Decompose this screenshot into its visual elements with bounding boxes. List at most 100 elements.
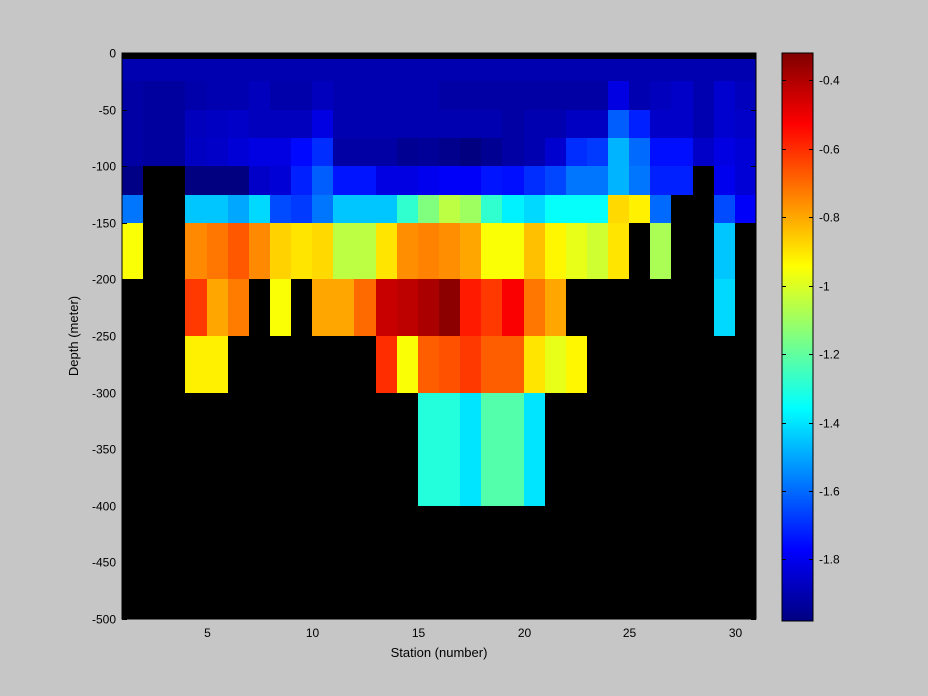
x-tick-label: 15 — [412, 626, 426, 640]
heatmap-cell — [143, 110, 164, 138]
heatmap-cell — [587, 59, 608, 81]
heatmap-cell — [354, 279, 376, 336]
heatmap-cell — [270, 195, 291, 223]
heatmap-cell — [671, 138, 693, 166]
heatmap-cell — [270, 279, 291, 336]
heatmap-cell — [566, 223, 587, 279]
heatmap-cell — [714, 138, 735, 166]
heatmap-cell — [185, 110, 207, 138]
heatmap-cell — [397, 336, 418, 393]
heatmap-cell — [545, 110, 566, 138]
heatmap-cell — [566, 81, 587, 110]
heatmap-cell — [312, 223, 333, 279]
heatmap-cell — [397, 223, 418, 279]
heatmap-cell — [397, 138, 418, 166]
heatmap-cell — [650, 59, 671, 81]
heatmap-cell — [122, 223, 143, 279]
heatmap-cell — [587, 195, 608, 223]
heatmap-cell — [418, 138, 439, 166]
heatmap-cell — [481, 336, 502, 393]
heatmap-cell — [122, 110, 143, 138]
heatmap-cell — [545, 223, 566, 279]
heatmap-cell — [376, 223, 397, 279]
heatmap-cell — [207, 336, 228, 393]
colorbar-tick-label: -0.6 — [819, 143, 840, 157]
heatmap-cell — [587, 166, 608, 195]
heatmap-cell — [714, 195, 735, 223]
heatmap-cell — [291, 138, 312, 166]
heatmap-cell — [629, 81, 650, 110]
heatmap-cell — [354, 81, 376, 110]
heatmap-cell — [143, 59, 164, 81]
heatmap-cell — [312, 110, 333, 138]
heatmap-cell — [714, 110, 735, 138]
x-axis-label: Station (number) — [391, 645, 488, 660]
heatmap-cell — [460, 81, 481, 110]
colorbar-tick-label: -0.8 — [819, 211, 840, 225]
heatmap-cell — [460, 110, 481, 138]
heatmap-cell — [714, 81, 735, 110]
heatmap-cell — [270, 223, 291, 279]
x-tick-label: 25 — [623, 626, 637, 640]
colorbar-tick-label: -1.6 — [819, 485, 840, 499]
heatmap-cell — [714, 59, 735, 81]
heatmap-cell — [228, 138, 249, 166]
y-tick-label: -450 — [92, 556, 116, 570]
heatmap-cell — [122, 138, 143, 166]
heatmap-cell — [270, 59, 291, 81]
heatmap-cell — [270, 110, 291, 138]
heatmap-cell — [439, 336, 460, 393]
heatmap-cell — [122, 59, 143, 81]
heatmap-cell — [608, 59, 629, 81]
heatmap-cell — [397, 166, 418, 195]
heatmap-cell — [207, 81, 228, 110]
heatmap-cell — [354, 59, 376, 81]
heatmap-cell — [207, 59, 228, 81]
heatmap-cell — [545, 166, 566, 195]
colorbar-axis: -0.4 -0.6 -0.8 -1 -1.2 -1.4 -1.6 -1.8 — [782, 74, 840, 567]
heatmap-cell — [439, 393, 460, 506]
heatmap-cell — [439, 81, 460, 110]
heatmap-cell — [354, 110, 376, 138]
heatmap-cell — [524, 166, 545, 195]
heatmap-cell — [629, 59, 650, 81]
heatmap-cell — [608, 81, 629, 110]
heatmap-cell — [333, 166, 354, 195]
y-tick-label: 0 — [109, 47, 116, 61]
heatmap-cell — [185, 336, 207, 393]
heatmap-cell — [333, 223, 354, 279]
heatmap-cell — [143, 81, 164, 110]
heatmap-cell — [735, 138, 756, 166]
heatmap-cell — [418, 195, 439, 223]
heatmap-cell — [460, 393, 481, 506]
heatmap-cell — [376, 336, 397, 393]
heatmap-cell — [460, 166, 481, 195]
heatmap-cell — [312, 195, 333, 223]
heatmap-cell — [693, 110, 714, 138]
heatmap-cell — [502, 336, 524, 393]
heatmap-cell — [439, 59, 460, 81]
heatmap-cell — [207, 195, 228, 223]
heatmap-cell — [587, 81, 608, 110]
heatmap-cell — [376, 59, 397, 81]
heatmap-cell — [629, 110, 650, 138]
heatmap-cell — [587, 223, 608, 279]
heatmap-cell — [460, 195, 481, 223]
heatmap-cell — [418, 110, 439, 138]
heatmap-cell — [524, 59, 545, 81]
colorbar-tick-label: -1 — [819, 280, 830, 294]
heatmap-cell — [291, 81, 312, 110]
heatmap-cell — [650, 223, 671, 279]
heatmap-cell — [439, 223, 460, 279]
heatmap-cell — [207, 223, 228, 279]
heatmap-cell — [354, 166, 376, 195]
heatmap-cell — [735, 110, 756, 138]
heatmap-cell — [502, 223, 524, 279]
heatmap-cell — [418, 166, 439, 195]
y-tick-label: -500 — [92, 613, 116, 627]
heatmap-cell — [228, 223, 249, 279]
x-tick-label: 30 — [729, 626, 743, 640]
heatmap-cell — [207, 138, 228, 166]
heatmap-cell — [333, 279, 354, 336]
heatmap-cell — [249, 110, 270, 138]
